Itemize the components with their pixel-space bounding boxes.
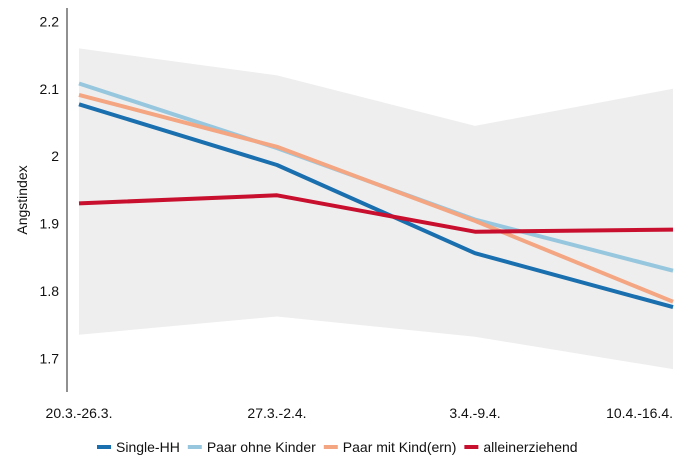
x-tick-label: 20.3.-26.3. [46, 405, 113, 421]
y-tick-labels: 1.7 1.8 1.9 2 2.1 2.2 [40, 13, 60, 366]
legend: Single-HH Paar ohne Kinder Paar mit Kind(e… [97, 439, 578, 455]
legend-label: Paar mit Kind(ern) [343, 439, 457, 455]
series-line-4 [78, 193, 674, 234]
x-tick-label: 27.3.-2.4. [247, 405, 306, 421]
series-line-1 [78, 102, 674, 310]
series-layer [78, 81, 674, 310]
legend-label: Single-HH [116, 439, 180, 455]
y-tick-label: 2.1 [40, 81, 60, 97]
legend-label: Paar ohne Kinder [207, 439, 316, 455]
x-tick-label: 3.4.-9.4. [449, 405, 500, 421]
series-line-3 [78, 92, 674, 304]
x-tick-label: 10.4.-16.4. [606, 405, 673, 421]
y-tick-label: 2 [51, 148, 59, 164]
y-tick-label: 2.2 [40, 13, 60, 29]
legend-label: alleinerziehend [483, 439, 577, 455]
y-tick-label: 1.7 [40, 350, 60, 366]
y-tick-label: 1.9 [40, 216, 60, 232]
y-tick-label: 1.8 [40, 283, 60, 299]
x-tick-labels: 20.3.-26.3. 27.3.-2.4. 3.4.-9.4. 10.4.-16.4… [46, 405, 673, 421]
y-axis-label: Angstindex [14, 165, 30, 234]
